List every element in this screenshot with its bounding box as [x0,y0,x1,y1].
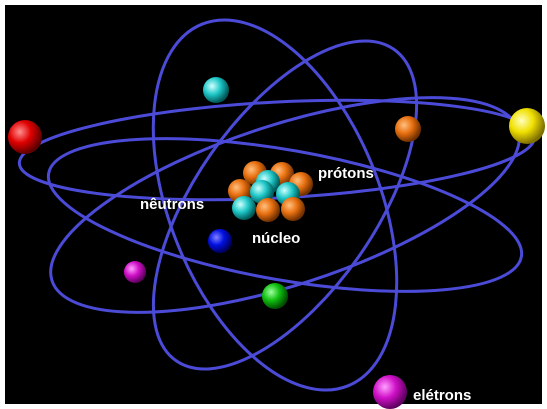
neutrons-label: nêutrons [140,196,204,213]
proton [281,197,305,221]
electron [208,229,232,253]
electron [8,120,42,154]
electron [203,77,229,103]
electron [262,283,288,309]
atom-diagram: prótons nêutrons núcleo elétrons [0,0,547,409]
nucleus-label: núcleo [252,230,300,247]
protons-label: prótons [318,165,374,182]
proton [256,198,280,222]
electron [373,375,407,409]
electrons-label: elétrons [413,387,471,404]
electron [509,108,545,144]
electron [395,116,421,142]
neutron [232,196,256,220]
page: prótons nêutrons núcleo elétrons (() => … [0,0,547,409]
electron [124,261,146,283]
